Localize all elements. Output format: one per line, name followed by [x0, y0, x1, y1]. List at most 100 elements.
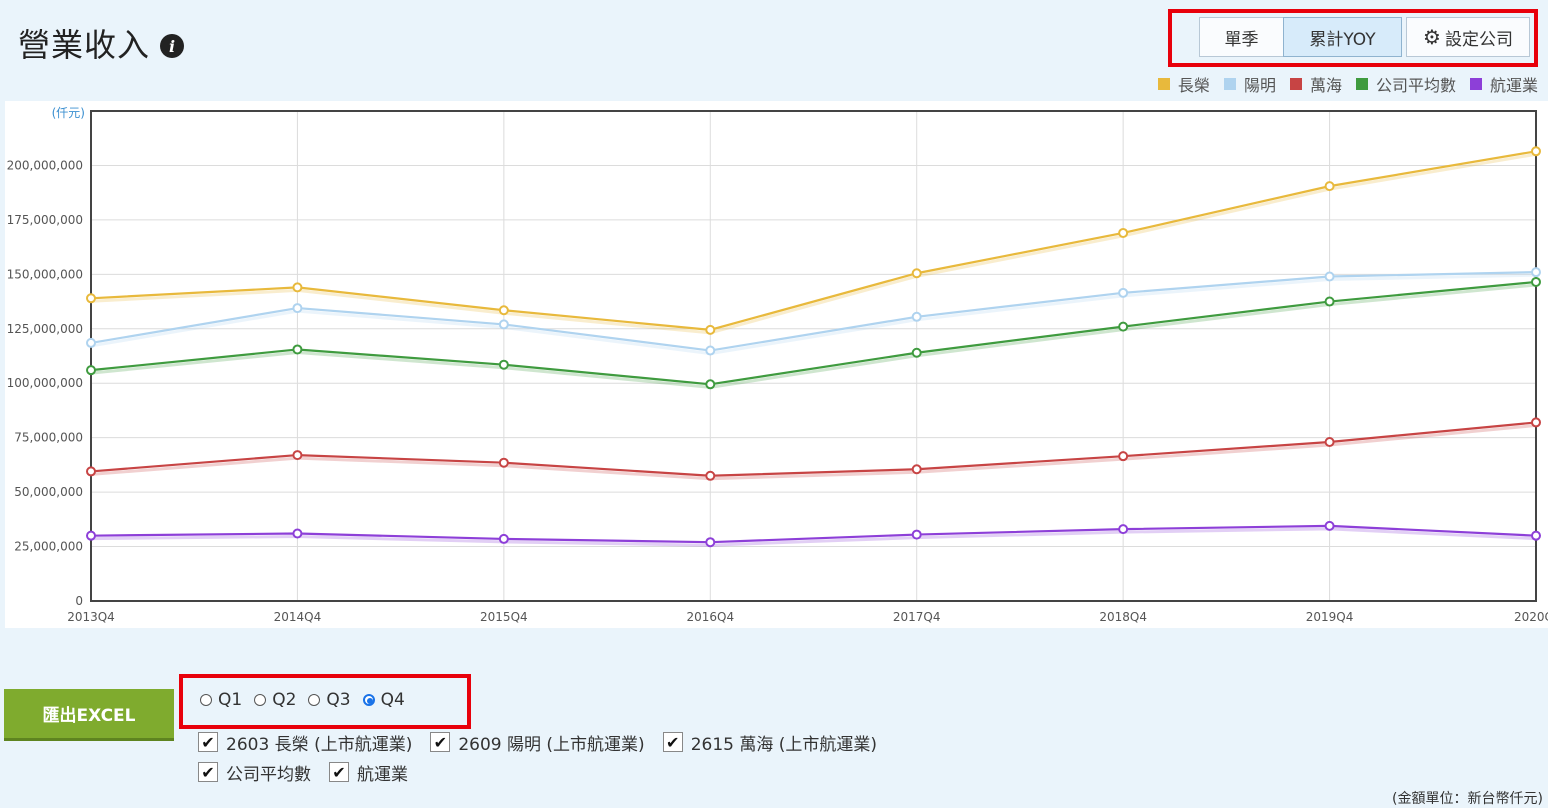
checkbox-2603[interactable]: ✔ 2603 長榮 (上市航運業) [198, 730, 412, 755]
series-line [90, 150, 1537, 331]
data-point [705, 537, 716, 548]
x-tick-label: 2014Q4 [274, 610, 322, 624]
legend-label: 陽明 [1243, 76, 1276, 95]
data-point [498, 305, 509, 316]
data-point [1118, 451, 1129, 462]
quarter-label: Q4 [380, 690, 405, 710]
data-point [911, 529, 922, 540]
single-quarter-button[interactable]: 單季 [1199, 17, 1284, 57]
checkbox-2615[interactable]: ✔ 2615 萬海 (上市航運業) [662, 730, 878, 755]
quarter-label: Q1 [218, 690, 243, 710]
series-line-shadow [90, 283, 1537, 389]
y-tick-label: 200,000,000 [7, 158, 83, 172]
data-point [1531, 276, 1541, 287]
quarter-selector: Q1 Q2 Q3 Q4 [200, 690, 417, 710]
data-point [1531, 267, 1541, 278]
chart-legend: 長榮 陽明 萬海 公司平均數 航運業 [1157, 72, 1538, 96]
radio-button[interactable] [200, 694, 212, 706]
quarter-highlight-box [179, 674, 471, 729]
data-point [292, 450, 303, 461]
data-point [498, 533, 509, 544]
cumulative-yoy-button[interactable]: 累計YOY [1283, 17, 1402, 57]
x-tick-label: 2020C [1514, 610, 1548, 624]
radio-button[interactable] [362, 694, 375, 706]
y-tick-label: 75,000,000 [14, 431, 83, 445]
quarter-label: Q3 [326, 690, 351, 710]
series-line [90, 271, 1537, 352]
x-tick-label: 2017Q4 [893, 610, 941, 624]
quarter-label: Q2 [272, 690, 297, 710]
series-line [90, 421, 1537, 477]
y-tick-label: 100,000,000 [7, 376, 83, 390]
x-tick-label: 2019Q4 [1306, 610, 1354, 624]
checkbox-2609[interactable]: ✔ 2609 陽明 (上市航運業) [430, 730, 645, 755]
checkbox-company-average[interactable]: ✔ 公司平均數 [198, 760, 311, 785]
data-point [498, 359, 509, 370]
data-point [86, 293, 96, 304]
quarter-option-q3[interactable]: Q3 [308, 690, 351, 710]
series-line [90, 524, 1537, 544]
check-icon[interactable]: ✔ [329, 762, 349, 782]
y-tick-label: 50,000,000 [14, 485, 83, 499]
line-chart: 0 25,000,000 50,000,000 75,000,000 100,000,0… [7, 106, 1548, 624]
series-line [90, 280, 1537, 386]
legend-label: 長榮 [1177, 76, 1210, 95]
x-tick-label: 2013Q4 [67, 610, 115, 624]
page-title: 營業收入 [18, 26, 151, 64]
data-point [705, 324, 716, 335]
radio-button[interactable] [308, 694, 321, 706]
amount-unit-note: (金額單位：新台幣仟元) [1392, 791, 1543, 807]
legend-item-evergreen[interactable]: 長榮 [1157, 72, 1210, 96]
checkbox-label: 2603 長榮 (上市航運業) [226, 734, 413, 755]
gear-icon: ⚙ [1423, 25, 1441, 49]
y-tick-label: 125,000,000 [7, 322, 83, 336]
set-company-button[interactable]: ⚙ 設定公司 [1406, 17, 1530, 57]
quarter-option-q1[interactable]: Q1 [200, 690, 242, 710]
legend-item-company-average[interactable]: 公司平均數 [1355, 72, 1456, 96]
plot-border [90, 110, 1537, 602]
radio-button[interactable] [254, 694, 267, 706]
y-tick-label: 150,000,000 [7, 267, 83, 281]
checkbox-row: ✔ 公司平均數 ✔ 航運業 [198, 757, 895, 787]
data-point [292, 282, 303, 293]
data-point [1118, 524, 1129, 535]
data-point [705, 345, 716, 356]
quarter-option-q2[interactable]: Q2 [254, 690, 296, 710]
info-icon[interactable]: i [160, 34, 185, 58]
series-line-shadow [90, 273, 1537, 356]
data-point [1531, 146, 1541, 157]
legend-item-wanhai[interactable]: 萬海 [1289, 72, 1342, 96]
quarter-option-q4[interactable]: Q4 [362, 690, 405, 710]
checkbox-label: 2615 萬海 (上市航運業) [690, 734, 878, 755]
check-icon[interactable]: ✔ [430, 732, 451, 752]
data-point [911, 268, 922, 279]
y-unit-label: (仟元) [52, 106, 85, 120]
x-tick-label: 2016Q4 [686, 610, 734, 624]
data-point [1531, 530, 1541, 541]
export-excel-button[interactable]: 匯出EXCEL [4, 689, 174, 741]
legend-swatch [1223, 78, 1236, 90]
data-point [292, 344, 303, 355]
legend-swatch [1469, 78, 1482, 90]
data-point [1118, 321, 1129, 332]
data-point [86, 466, 96, 477]
legend-item-shipping-industry[interactable]: 航運業 [1469, 72, 1538, 96]
data-point [1324, 181, 1335, 192]
data-point [911, 311, 922, 322]
data-point [911, 464, 922, 475]
check-icon[interactable]: ✔ [198, 762, 218, 782]
data-point [705, 470, 716, 481]
legend-label: 公司平均數 [1375, 76, 1456, 95]
data-point [498, 457, 509, 468]
check-icon[interactable]: ✔ [662, 732, 683, 752]
series-line-shadow [90, 423, 1537, 481]
title-area: 營業收入 i [18, 20, 185, 66]
legend-item-yangming[interactable]: 陽明 [1223, 72, 1276, 96]
legend-label: 萬海 [1309, 76, 1342, 95]
data-point [1324, 271, 1335, 282]
checkbox-shipping-industry[interactable]: ✔ 航運業 [329, 760, 408, 785]
check-icon[interactable]: ✔ [198, 732, 218, 752]
data-point [1118, 227, 1129, 238]
x-tick-label: 2018Q4 [1099, 610, 1147, 624]
data-point [1531, 417, 1541, 428]
